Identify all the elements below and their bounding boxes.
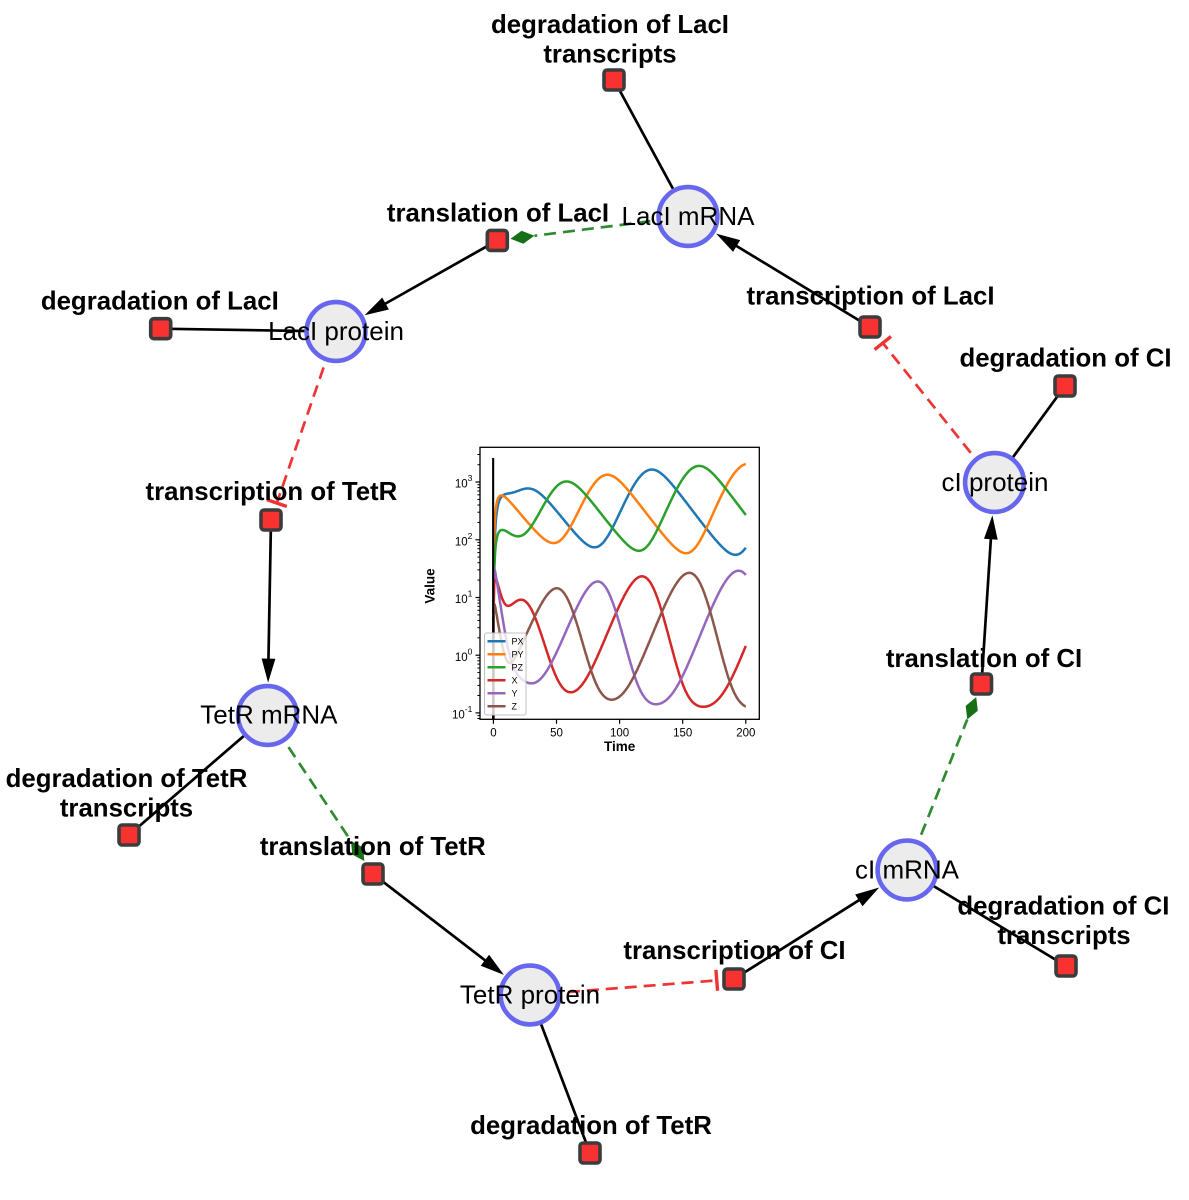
svg-text:Value: Value — [423, 568, 438, 604]
svg-text:cI mRNA: cI mRNA — [855, 855, 960, 885]
svg-text:transcription of CI: transcription of CI — [623, 937, 845, 965]
svg-text:Time: Time — [604, 739, 636, 754]
svg-text:X: X — [512, 676, 518, 686]
svg-text:transcripts: transcripts — [60, 795, 193, 823]
svg-text:translation of CI: translation of CI — [886, 645, 1082, 673]
svg-text:102: 102 — [455, 531, 473, 549]
svg-text:cI protein: cI protein — [942, 467, 1049, 497]
svg-text:100: 100 — [455, 646, 473, 664]
svg-text:LacI mRNA: LacI mRNA — [622, 201, 756, 231]
svg-text:transcription of LacI: transcription of LacI — [747, 283, 995, 311]
svg-text:103: 103 — [455, 473, 473, 491]
svg-text:101: 101 — [455, 589, 473, 607]
svg-text:Z: Z — [512, 702, 518, 712]
svg-text:Y: Y — [512, 689, 518, 699]
svg-text:0: 0 — [490, 728, 496, 740]
svg-text:translation of LacI: translation of LacI — [387, 200, 609, 228]
svg-text:degradation of CI: degradation of CI — [957, 893, 1169, 921]
svg-text:TetR protein: TetR protein — [460, 980, 600, 1010]
svg-text:100: 100 — [610, 728, 629, 740]
svg-text:transcription of TetR: transcription of TetR — [146, 478, 398, 506]
svg-text:TetR mRNA: TetR mRNA — [200, 700, 338, 730]
svg-text:LacI protein: LacI protein — [268, 316, 404, 346]
svg-text:PZ: PZ — [512, 663, 524, 673]
svg-text:degradation of LacI: degradation of LacI — [491, 11, 729, 39]
svg-text:50: 50 — [550, 728, 563, 740]
svg-text:translation of TetR: translation of TetR — [260, 833, 486, 861]
svg-text:PY: PY — [512, 650, 524, 660]
svg-text:transcripts: transcripts — [543, 41, 676, 69]
svg-text:150: 150 — [673, 728, 692, 740]
svg-text:degradation of LacI: degradation of LacI — [41, 287, 279, 315]
svg-text:200: 200 — [736, 728, 755, 740]
svg-text:degradation of TetR: degradation of TetR — [6, 765, 248, 793]
svg-text:10-1: 10-1 — [452, 704, 473, 722]
svg-text:PX: PX — [512, 637, 524, 647]
svg-text:degradation of TetR: degradation of TetR — [470, 1112, 712, 1140]
svg-text:transcripts: transcripts — [997, 922, 1130, 950]
svg-text:degradation of CI: degradation of CI — [959, 345, 1171, 373]
